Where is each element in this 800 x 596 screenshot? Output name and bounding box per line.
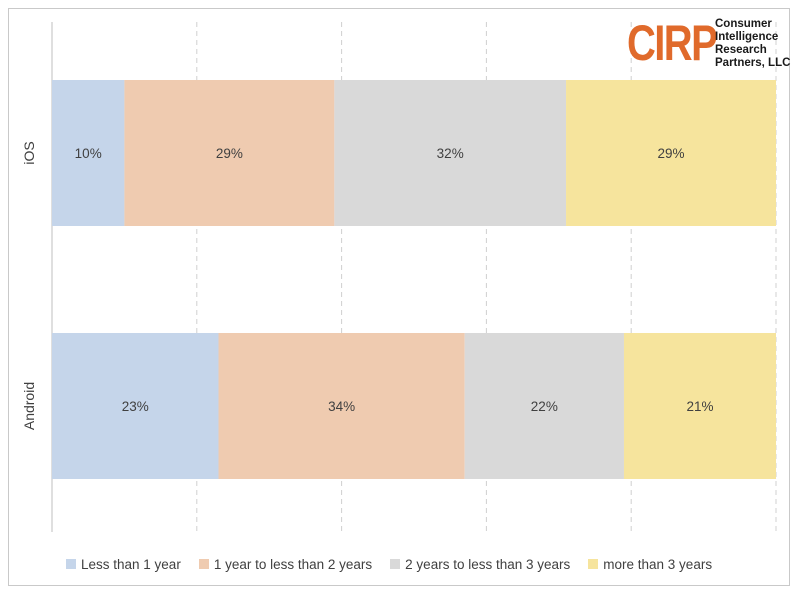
logo-line: Research xyxy=(715,44,767,56)
legend-swatch xyxy=(588,559,599,569)
category-label: Android xyxy=(21,382,37,430)
legend-item: 2 years to less than 3 years xyxy=(390,557,570,572)
logo-line: Partners, LLC xyxy=(715,57,791,69)
legend-label: more than 3 years xyxy=(603,556,713,572)
legend: Less than 1 year 1 year to less than 2 y… xyxy=(66,555,712,573)
data-label: 21% xyxy=(686,399,713,414)
data-label: 34% xyxy=(328,399,355,414)
data-labels: 10% 29% 32% 29% 23% 34% 22% 21% xyxy=(75,146,714,414)
bar-segment xyxy=(464,333,624,479)
bar-segment xyxy=(623,333,776,479)
data-label: 22% xyxy=(531,399,558,414)
logo-text: Consumer Intelligence Research Partners,… xyxy=(715,18,790,70)
logo-line: Intelligence xyxy=(715,31,779,43)
bar-segment xyxy=(334,80,567,226)
legend-label: 2 years to less than 3 years xyxy=(405,556,571,572)
category-label: iOS xyxy=(21,141,37,164)
data-label: 23% xyxy=(122,399,149,414)
legend-swatch xyxy=(198,559,209,569)
legend-item: Less than 1 year xyxy=(66,557,181,572)
legend-swatch xyxy=(390,559,401,569)
bar-segment xyxy=(566,80,776,226)
data-label: 32% xyxy=(437,146,464,161)
data-label: 10% xyxy=(75,146,102,161)
data-label: 29% xyxy=(658,146,685,161)
cirp-logo: CIRP Consumer Intelligence Research Part… xyxy=(627,15,790,72)
bar-segment xyxy=(52,80,125,226)
legend-item: 1 year to less than 2 years xyxy=(198,556,373,572)
legend-item: more than 3 years xyxy=(588,557,712,572)
bar-segment xyxy=(218,333,465,479)
category-labels: iOS Android xyxy=(21,141,37,430)
data-label: 29% xyxy=(216,146,243,161)
legend-label: Less than 1 year xyxy=(81,556,181,572)
bar-segment xyxy=(52,333,219,479)
logo-mark: CIRP xyxy=(627,15,718,71)
legend-swatch xyxy=(66,559,76,569)
logo-line: Consumer xyxy=(715,18,772,30)
bars xyxy=(52,80,776,479)
legend-label: 1 year to less than 2 years xyxy=(213,556,373,572)
bar-segment xyxy=(124,80,335,226)
